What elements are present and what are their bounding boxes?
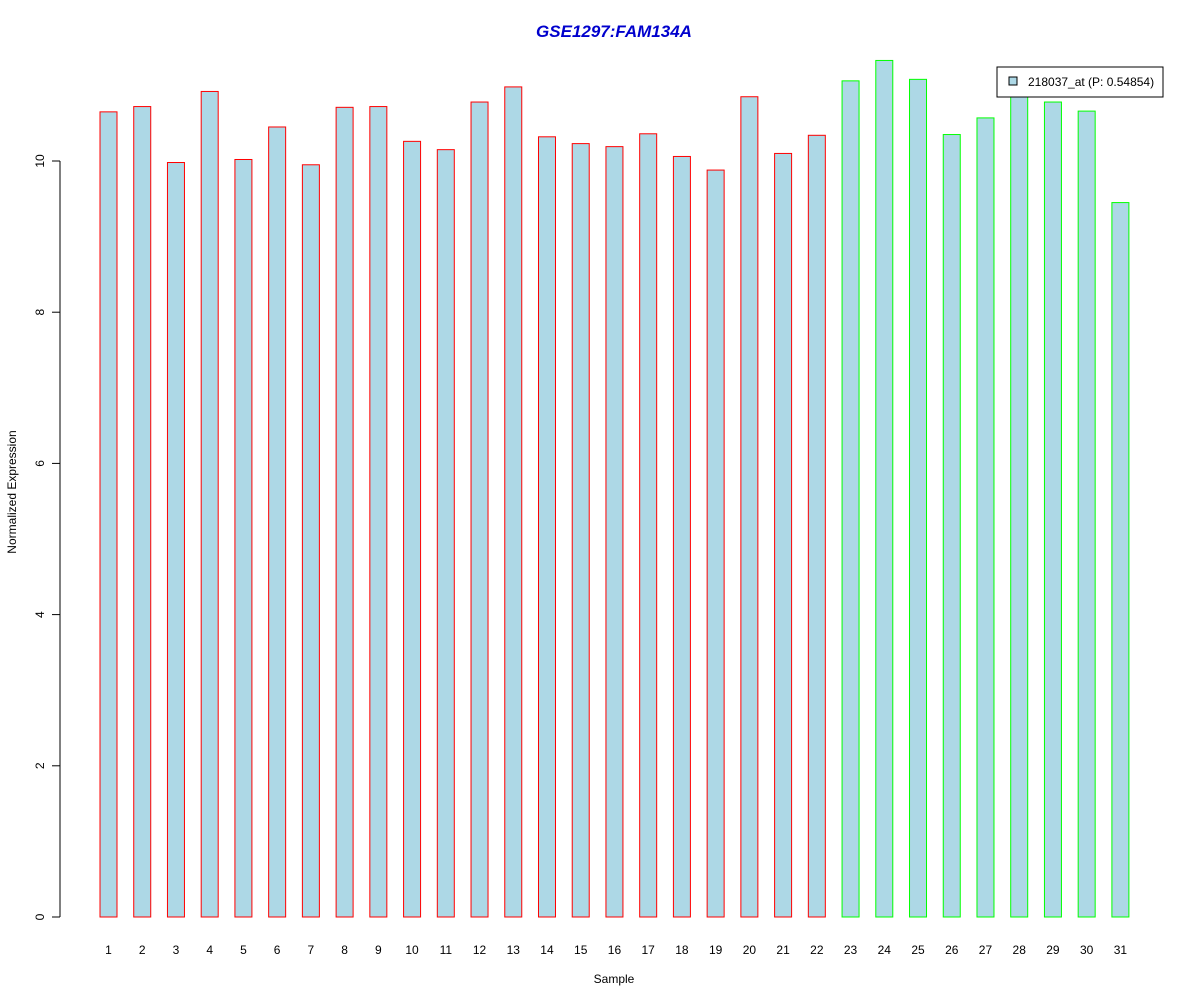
bar-sample-17 — [639, 133, 658, 918]
bar-sample-11 — [436, 149, 455, 918]
x-tick-label: 27 — [979, 943, 993, 957]
x-tick-label: 11 — [440, 943, 453, 957]
bar-sample-3 — [166, 162, 185, 918]
x-tick-label: 25 — [911, 943, 925, 957]
bar-sample-26 — [942, 134, 961, 918]
bar-sample-23 — [841, 80, 860, 918]
x-tick-label: 24 — [878, 943, 892, 957]
bar-sample-20 — [740, 96, 759, 918]
bar-sample-1 — [99, 111, 118, 918]
x-tick-label: 12 — [473, 943, 487, 957]
bar-sample-21 — [774, 152, 793, 918]
x-tick-label: 3 — [173, 943, 180, 957]
x-tick-label: 19 — [709, 943, 723, 957]
bars — [99, 59, 1130, 918]
bar-sample-30 — [1077, 110, 1096, 918]
bar-sample-22 — [807, 134, 826, 918]
bar-sample-4 — [200, 90, 219, 918]
y-tick-label: 8 — [33, 309, 47, 316]
bar-sample-8 — [335, 106, 354, 918]
y-axis: 0 2 4 6 8 10 — [33, 154, 61, 920]
bar-sample-24 — [875, 59, 894, 918]
legend-swatch — [1008, 76, 1018, 86]
x-tick-label: 1 — [105, 943, 112, 957]
legend: 218037_at (P: 0.54854) — [996, 66, 1164, 98]
x-tick-label: 14 — [540, 943, 554, 957]
bar-sample-16 — [605, 146, 624, 918]
y-tick-label: 2 — [33, 762, 47, 769]
x-tick-label: 9 — [375, 943, 382, 957]
y-tick-label: 4 — [33, 611, 47, 618]
bar-sample-6 — [268, 126, 287, 918]
x-tick-label: 28 — [1013, 943, 1027, 957]
bar-sample-19 — [706, 169, 725, 918]
bar-sample-25 — [909, 78, 928, 918]
x-tick-labels: 1 2 3 4 5 6 7 8 9 10 11 12 13 14 15 16 17 18 19 20 21 22 23 24 2… — [105, 943, 1127, 957]
x-tick-label: 23 — [844, 943, 858, 957]
legend-box — [996, 66, 1164, 98]
x-tick-label: 21 — [776, 943, 790, 957]
x-tick-label: 16 — [608, 943, 622, 957]
x-tick-label: 6 — [274, 943, 281, 957]
y-tick-label: 10 — [33, 154, 47, 168]
bar-sample-27 — [976, 117, 995, 918]
x-tick-label: 5 — [240, 943, 247, 957]
x-axis-title: Sample — [594, 972, 635, 986]
x-tick-label: 31 — [1114, 943, 1128, 957]
bar-sample-15 — [571, 143, 590, 918]
bar-sample-7 — [301, 164, 320, 918]
bar-sample-12 — [470, 101, 489, 918]
x-tick-label: 18 — [675, 943, 689, 957]
bar-sample-14 — [537, 136, 556, 918]
bar-sample-31 — [1111, 202, 1130, 918]
x-tick-label: 17 — [642, 943, 656, 957]
legend-label: 218037_at (P: 0.54854) — [1028, 75, 1154, 89]
x-tick-label: 2 — [139, 943, 146, 957]
bar-sample-10 — [403, 140, 422, 918]
x-tick-label: 13 — [507, 943, 521, 957]
bar-sample-2 — [133, 106, 152, 918]
x-tick-label: 10 — [405, 943, 419, 957]
y-axis-title: Normalized Expression — [5, 430, 19, 553]
bar-sample-5 — [234, 158, 253, 918]
bar-sample-28 — [1010, 94, 1029, 918]
bar-sample-13 — [504, 86, 523, 918]
x-tick-label: 29 — [1046, 943, 1060, 957]
x-tick-label: 4 — [206, 943, 213, 957]
x-tick-label: 7 — [308, 943, 315, 957]
y-tick-label: 6 — [33, 460, 47, 467]
bar-sample-9 — [369, 106, 388, 918]
x-tick-label: 22 — [810, 943, 824, 957]
x-tick-label: 8 — [341, 943, 348, 957]
bar-sample-18 — [672, 155, 691, 918]
y-tick-label: 0 — [33, 913, 47, 920]
x-tick-label: 30 — [1080, 943, 1094, 957]
bar-sample-29 — [1043, 101, 1062, 918]
x-tick-label: 26 — [945, 943, 959, 957]
x-tick-label: 20 — [743, 943, 757, 957]
x-tick-label: 15 — [574, 943, 588, 957]
chart-title: GSE1297:FAM134A — [536, 22, 692, 41]
